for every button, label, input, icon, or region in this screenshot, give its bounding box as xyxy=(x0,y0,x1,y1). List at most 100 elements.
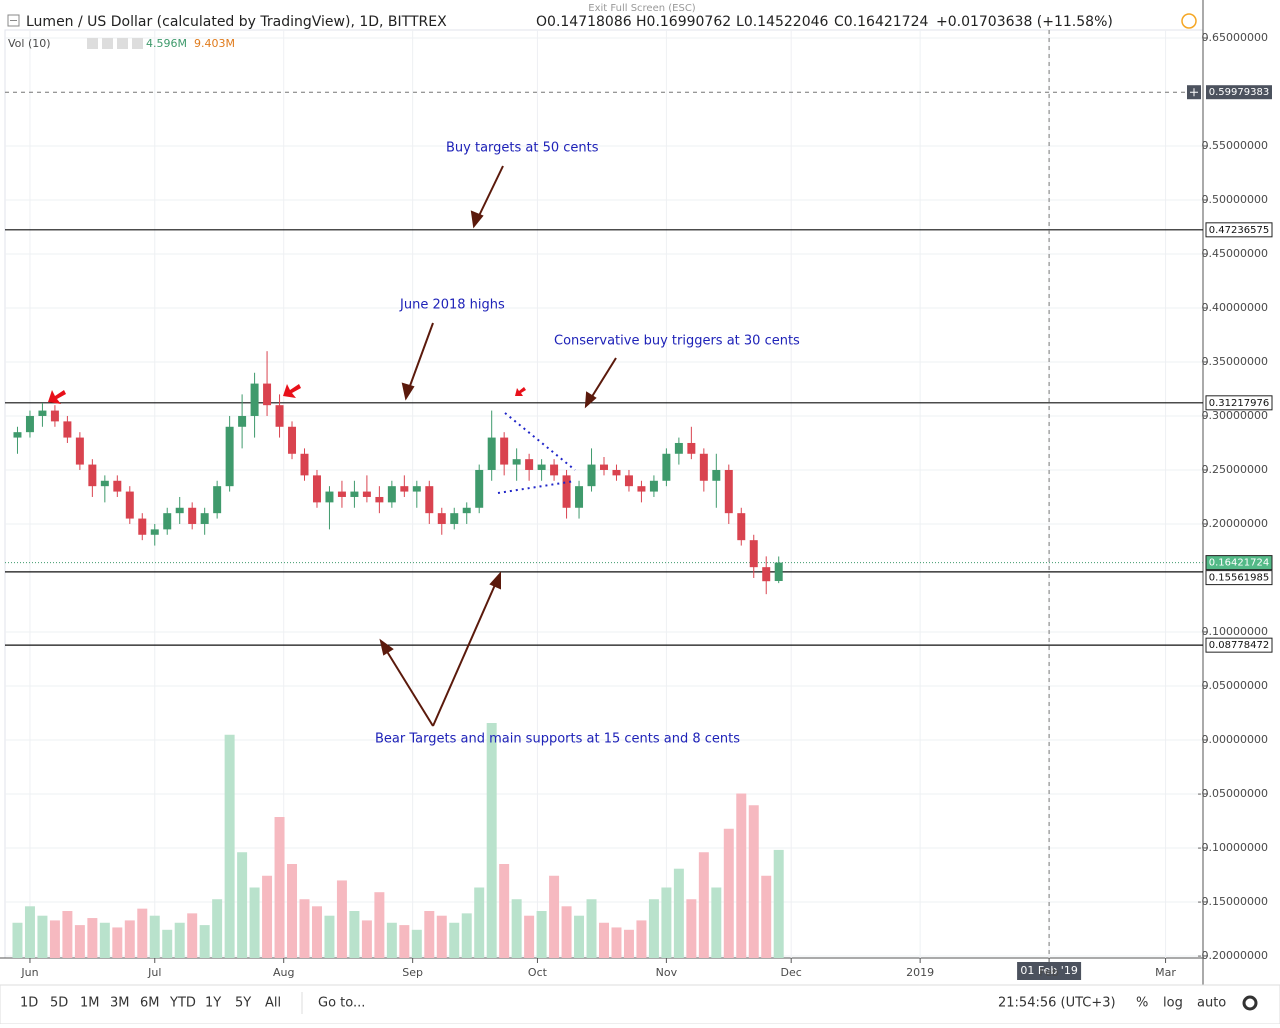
annotation: Bear Targets and main supports at 15 cen… xyxy=(375,732,740,747)
volume-bar xyxy=(374,892,385,958)
level-label: 0.08778472 xyxy=(1209,640,1269,651)
y-tick-label: -0.05000000 xyxy=(1198,787,1268,800)
volume-bar xyxy=(262,875,273,958)
level-label: 0.31217976 xyxy=(1209,398,1269,409)
candle-body xyxy=(737,513,746,541)
x-tick-label: Nov xyxy=(656,966,678,979)
volume-bar xyxy=(561,906,572,958)
range-button[interactable]: All xyxy=(265,996,281,1011)
volume-bar xyxy=(748,805,759,958)
candle-body xyxy=(525,459,534,470)
vol-icon[interactable] xyxy=(132,38,143,49)
arrow-head xyxy=(584,391,597,409)
volume-bar xyxy=(736,793,747,958)
level-box xyxy=(1205,395,1273,411)
volume-bar xyxy=(474,887,485,958)
range-button[interactable]: 6M xyxy=(140,996,160,1011)
volume-bar xyxy=(324,915,335,958)
volume-bar xyxy=(37,915,48,958)
range-button[interactable]: 5Y xyxy=(235,996,251,1011)
log-toggle[interactable]: log xyxy=(1163,996,1183,1011)
vol-icon[interactable] xyxy=(117,38,128,49)
range-button[interactable]: 1M xyxy=(80,996,100,1011)
range-button[interactable]: 1Y xyxy=(205,996,221,1011)
y-tick-label: -0.10000000 xyxy=(1198,841,1268,854)
candle-body xyxy=(25,415,34,433)
candle-body xyxy=(500,437,509,465)
arrow-head xyxy=(489,571,501,590)
y-tick-label: 0.45000000 xyxy=(1202,247,1268,260)
ohlc-value: 0.16421724 xyxy=(844,14,929,30)
y-tick-label: 0.05000000 xyxy=(1202,679,1268,692)
goto-button[interactable]: Go to... xyxy=(318,996,365,1011)
x-tick-label: Feb xyxy=(1039,966,1058,979)
volume-ma: 9.403M xyxy=(194,37,235,50)
volume-bar xyxy=(199,925,210,958)
arrow-head xyxy=(379,638,394,656)
crosshair-x-label: 01 Feb '19 xyxy=(1020,964,1078,977)
percent-toggle[interactable]: % xyxy=(1136,996,1148,1011)
auto-toggle[interactable]: auto xyxy=(1197,996,1226,1011)
annotation: June 2018 highs xyxy=(399,298,505,313)
candle-body xyxy=(387,486,396,503)
red-markers xyxy=(48,384,526,404)
volume-bar xyxy=(673,868,684,958)
x-tick-label: Jul xyxy=(147,966,161,979)
candle-body xyxy=(587,464,596,487)
volume-bar xyxy=(99,922,110,958)
exit-fullscreen[interactable]: Exit Full Screen (ESC) xyxy=(588,3,696,14)
y-tick-label: 0.50000000 xyxy=(1202,193,1268,206)
candle-body xyxy=(163,513,172,530)
ohlc-label: C xyxy=(834,14,844,30)
x-tick-label: Mar xyxy=(1155,966,1176,979)
toolbar xyxy=(0,984,1280,1025)
range-button[interactable]: 3M xyxy=(110,996,130,1011)
ohlc-value: 0.14522046 xyxy=(744,14,829,30)
candle-body xyxy=(699,453,708,481)
level-box xyxy=(1205,222,1273,238)
candle-body xyxy=(649,480,658,492)
volume-bar xyxy=(287,864,298,958)
candle-body xyxy=(350,491,359,497)
candle-body xyxy=(325,491,334,503)
settings-icon[interactable] xyxy=(1242,995,1258,1011)
y-tick-label: 0.55000000 xyxy=(1202,139,1268,152)
ohlc-open: O0.14718086 xyxy=(536,14,632,30)
range-button[interactable]: 1D xyxy=(20,996,38,1011)
level-box xyxy=(1205,570,1273,586)
x-tick-label: Dec xyxy=(781,966,802,979)
vol-icon[interactable] xyxy=(102,38,113,49)
arrow xyxy=(475,165,504,223)
volume-bar xyxy=(87,918,98,958)
candle-body xyxy=(238,415,247,427)
volume-bar xyxy=(524,915,535,958)
x-tick-label: Jun xyxy=(20,966,38,979)
candle-body xyxy=(637,486,646,492)
volume-bar xyxy=(112,927,123,958)
range-button[interactable]: 5D xyxy=(50,996,68,1011)
volume-label: Vol (10) xyxy=(8,37,51,50)
volume-bar xyxy=(299,899,310,958)
y-tick-label: 0.35000000 xyxy=(1202,355,1268,368)
range-button[interactable]: YTD xyxy=(169,996,196,1011)
level-label: 0.15561985 xyxy=(1209,573,1269,584)
collapse-icon[interactable] xyxy=(7,14,20,27)
crosshair-y-box xyxy=(1206,85,1272,100)
volume-layer xyxy=(12,723,784,958)
volume-bar xyxy=(773,849,784,958)
volume-bar xyxy=(74,925,85,958)
clock: 21:54:56 (UTC+3) xyxy=(998,996,1116,1011)
y-tick-label: 0.00000000 xyxy=(1202,733,1268,746)
volume-bar xyxy=(386,922,397,958)
alert-icon[interactable] xyxy=(1181,13,1197,29)
volume-bar xyxy=(574,915,585,958)
candle-body xyxy=(337,491,346,497)
volume-bar xyxy=(586,899,597,958)
volume-bar xyxy=(311,906,322,958)
candle-body xyxy=(100,480,109,487)
candle-body xyxy=(749,540,758,568)
vol-icon[interactable] xyxy=(87,38,98,49)
candle-body xyxy=(312,475,321,503)
volume-bar xyxy=(486,723,497,958)
grid xyxy=(5,30,1208,963)
